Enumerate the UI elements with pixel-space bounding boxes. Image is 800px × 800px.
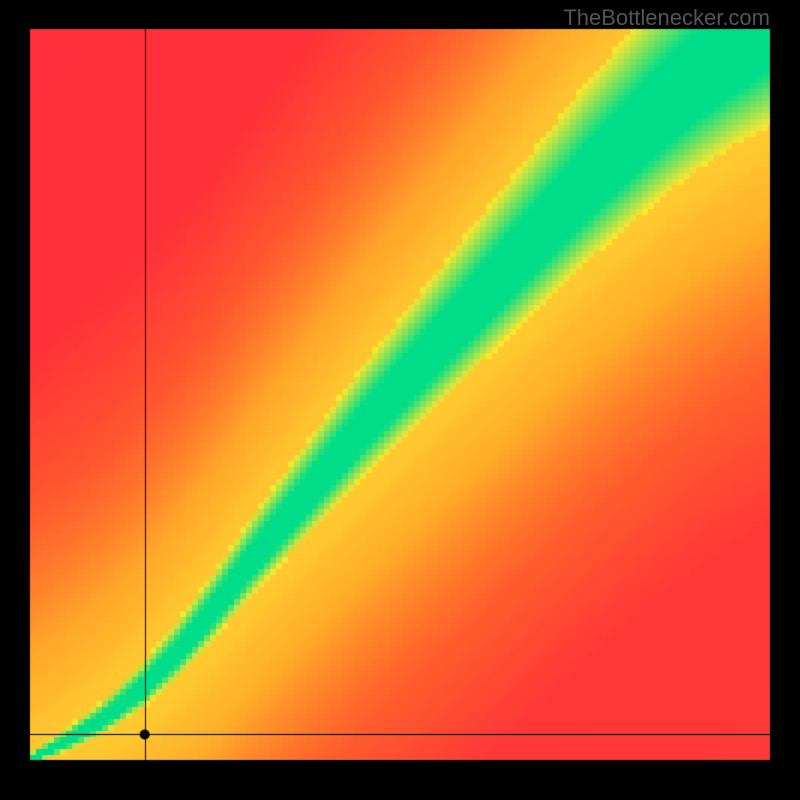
heatmap-canvas — [0, 0, 800, 800]
chart-container: TheBottlenecker.com — [0, 0, 800, 800]
attribution-text: TheBottlenecker.com — [563, 5, 770, 31]
